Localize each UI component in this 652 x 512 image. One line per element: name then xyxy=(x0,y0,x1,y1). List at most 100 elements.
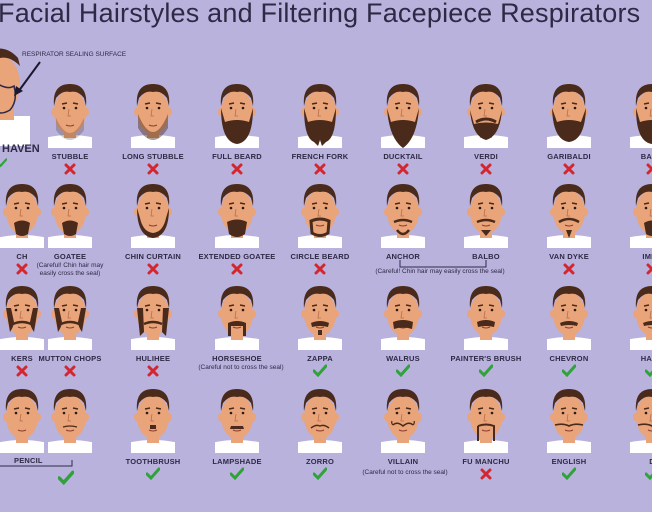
check-icon xyxy=(478,364,494,378)
hairstyle-card: ZORRO xyxy=(272,383,368,483)
hairstyle-name: WALRUS xyxy=(386,354,420,363)
cross-icon xyxy=(645,162,652,176)
hairstyle-name: TOOTHBRUSH xyxy=(125,457,181,466)
hairstyle-card: EXTENDED GOATEE xyxy=(189,178,285,278)
hairstyle-name: HAND xyxy=(640,354,652,363)
face-illustration xyxy=(543,178,595,248)
check-icon xyxy=(395,364,411,378)
hairstyle-card: ENGLISH xyxy=(521,383,617,483)
check-icon xyxy=(312,467,328,481)
hairstyle-card: KERS xyxy=(0,280,70,380)
anchor-balbo-note: (Careful! Chin hair may easily cross the… xyxy=(375,268,505,275)
check-icon xyxy=(0,158,7,168)
hairstyle-card: WALRUS xyxy=(355,280,451,380)
face-illustration xyxy=(460,383,512,453)
check-icon xyxy=(561,364,577,378)
hairstyle-card xyxy=(0,383,70,483)
cross-icon xyxy=(146,364,160,378)
cross-icon xyxy=(562,162,576,176)
hairstyle-name: GARIBALDI xyxy=(547,152,591,161)
hairstyle-card: TOOTHBRUSH xyxy=(105,383,201,483)
face-illustration xyxy=(127,78,179,148)
hairstyle-card: MUTTON CHOPS xyxy=(22,280,118,380)
face-illustration xyxy=(0,280,48,350)
face-illustration xyxy=(211,78,263,148)
hairstyle-name: CIRCLE BEARD xyxy=(290,252,350,261)
sealing-surface-label: RESPIRATOR SEALING SURFACE xyxy=(22,51,127,58)
face-illustration xyxy=(294,78,346,148)
face-illustration xyxy=(626,383,652,453)
clean-shaven-label: HAVEN xyxy=(2,143,40,155)
hairstyle-name: D xyxy=(594,457,652,466)
face-illustration xyxy=(460,280,512,350)
hairstyle-name: PAINTER'S BRUSH xyxy=(450,354,522,363)
hairstyle-card: BAND xyxy=(604,78,652,178)
hairstyle-name: KERS xyxy=(11,354,33,363)
hairstyle-card: CHIN CURTAIN xyxy=(105,178,201,278)
cross-icon xyxy=(562,262,576,276)
hairstyle-name: HORSESHOE xyxy=(212,354,262,363)
hairstyle-card: PAINTER'S BRUSH xyxy=(438,280,534,380)
check-icon xyxy=(644,467,652,481)
face-illustration xyxy=(211,383,263,453)
hairstyle-name: VERDI xyxy=(474,152,498,161)
hairstyle-card xyxy=(22,383,118,483)
face-illustration xyxy=(377,383,429,453)
hairstyle-name: GOATEE xyxy=(53,252,87,261)
cross-icon xyxy=(645,262,652,276)
pencil-label: PENCIL xyxy=(14,456,43,465)
hairstyle-name: ZAPPA xyxy=(307,354,333,363)
hairstyle-card: VILLAIN xyxy=(355,383,451,483)
cross-icon xyxy=(63,162,77,176)
cross-icon xyxy=(146,262,160,276)
face-illustration xyxy=(377,78,429,148)
face-illustration xyxy=(294,280,346,350)
hairstyle-card: ZAPPA xyxy=(272,280,368,380)
face-illustration xyxy=(44,178,96,248)
cross-icon xyxy=(396,162,410,176)
face-illustration xyxy=(294,178,346,248)
hairstyle-card: GOATEE xyxy=(22,178,118,278)
hairstyle-name: FRENCH FORK xyxy=(291,152,349,161)
hairstyle-name: ZORRO xyxy=(305,457,335,466)
hairstyle-name: BAND xyxy=(640,152,652,161)
hairstyle-card: STUBBLE xyxy=(22,78,118,178)
face-illustration xyxy=(626,280,652,350)
page-title: Facial Hairstyles and Filtering Facepiec… xyxy=(0,0,641,28)
face-illustration xyxy=(460,78,512,148)
face-illustration xyxy=(626,78,652,148)
villain-note: (Careful not to cross the seal) xyxy=(362,469,448,476)
cross-icon xyxy=(15,364,29,378)
cross-icon xyxy=(15,262,29,276)
hairstyle-name: VILLAIN xyxy=(387,457,419,466)
hairstyle-card: CH xyxy=(0,178,70,278)
hairstyle-card: FRENCH FORK xyxy=(272,78,368,178)
hairstyle-name: ANCHOR xyxy=(385,252,421,261)
hairstyle-name: CH xyxy=(16,252,28,261)
hairstyle-name: VAN DYKE xyxy=(549,252,589,261)
check-icon xyxy=(561,467,577,481)
face-illustration xyxy=(44,78,96,148)
hairstyle-name: LAMPSHADE xyxy=(212,457,262,466)
hairstyle-name: MUTTON CHOPS xyxy=(38,354,102,363)
hairstyle-card: HAND xyxy=(604,280,652,380)
face-illustration xyxy=(543,383,595,453)
hairstyle-card: HORSESHOE xyxy=(189,280,285,380)
hairstyle-name: DUCKTAIL xyxy=(383,152,423,161)
face-illustration xyxy=(127,383,179,453)
hairstyle-card: FU MANCHU xyxy=(438,383,534,483)
face-illustration xyxy=(0,178,48,248)
hairstyle-name: FULL BEARD xyxy=(212,152,262,161)
hairstyle-card: VERDI xyxy=(438,78,534,178)
face-illustration xyxy=(543,78,595,148)
sealing-surface-arrow xyxy=(14,61,41,96)
hairstyle-card: CIRCLE BEARD xyxy=(272,178,368,278)
check-icon xyxy=(312,364,328,378)
face-illustration xyxy=(127,280,179,350)
cross-icon xyxy=(230,162,244,176)
pencil-bracket xyxy=(0,460,73,467)
hairstyle-card: ANCHOR xyxy=(355,178,451,278)
hairstyle-card: IMPE xyxy=(604,178,652,278)
cross-icon xyxy=(313,162,327,176)
check-icon xyxy=(229,467,245,481)
